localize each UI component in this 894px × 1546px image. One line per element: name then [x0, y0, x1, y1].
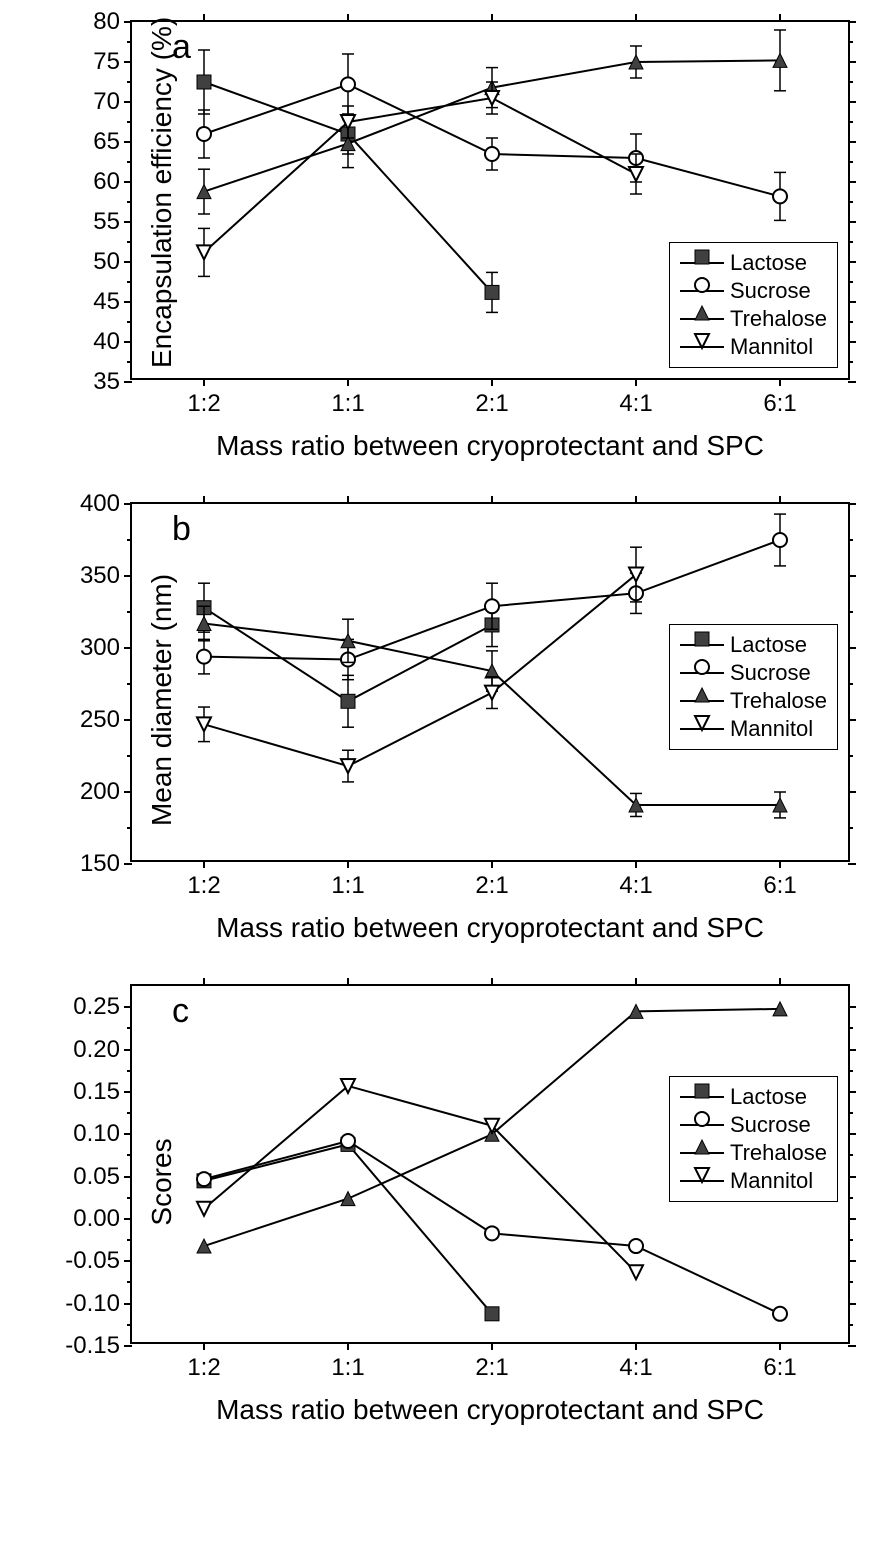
y-tick-label: 65 [93, 128, 120, 156]
legend-label: Lactose [730, 632, 807, 658]
legend-item: Mannitol [680, 333, 827, 361]
legend-item: Lactose [680, 1083, 827, 1111]
legend-item: Mannitol [680, 715, 827, 743]
y-tick-label: 0.20 [73, 1036, 120, 1064]
y-tick-label: 45 [93, 288, 120, 316]
plot-area: Mean diameter (nm)b1502002503003504001:2… [130, 502, 850, 862]
legend-label: Mannitol [730, 1168, 813, 1194]
x-tick-label: 2:1 [475, 390, 508, 418]
y-tick-label: 200 [80, 778, 120, 806]
x-tick-label: 1:1 [331, 1354, 364, 1382]
panel-a: Encapsulation efficiency (%)a35404550556… [20, 20, 874, 462]
x-axis-label: Mass ratio between cryoprotectant and SP… [130, 430, 850, 462]
y-tick-label: 0.05 [73, 1163, 120, 1191]
x-tick-label: 1:1 [331, 390, 364, 418]
y-tick-label: 40 [93, 328, 120, 356]
x-tick-label: 6:1 [763, 390, 796, 418]
x-tick-label: 6:1 [763, 1354, 796, 1382]
x-tick-label: 4:1 [619, 390, 652, 418]
legend-label: Trehalose [730, 1140, 827, 1166]
y-tick-label: 150 [80, 850, 120, 878]
y-tick-label: -0.15 [65, 1332, 120, 1360]
legend-item: Sucrose [680, 1111, 827, 1139]
y-tick-label: 60 [93, 168, 120, 196]
x-tick-label: 6:1 [763, 872, 796, 900]
figure: Encapsulation efficiency (%)a35404550556… [20, 20, 874, 1426]
legend-item: Trehalose [680, 687, 827, 715]
y-tick-label: 300 [80, 634, 120, 662]
circle-open-icon [680, 290, 724, 292]
legend-item: Lactose [680, 249, 827, 277]
x-tick-label: 1:2 [187, 1354, 220, 1382]
y-tick-label: 80 [93, 8, 120, 36]
panel-b: Mean diameter (nm)b1502002503003504001:2… [20, 502, 874, 944]
x-axis-label: Mass ratio between cryoprotectant and SP… [130, 1394, 850, 1426]
y-tick-label: 0.15 [73, 1078, 120, 1106]
legend-item: Sucrose [680, 277, 827, 305]
y-tick-label: 350 [80, 562, 120, 590]
legend-label: Lactose [730, 250, 807, 276]
y-tick-label: 0.00 [73, 1205, 120, 1233]
legend-item: Mannitol [680, 1167, 827, 1195]
x-tick-label: 1:2 [187, 872, 220, 900]
y-tick-label: 55 [93, 208, 120, 236]
legend-label: Trehalose [730, 306, 827, 332]
triangle-down-open-icon [680, 1180, 724, 1182]
legend: LactoseSucroseTrehaloseMannitol [669, 624, 838, 750]
legend-label: Mannitol [730, 716, 813, 742]
panel-c: Scoresc-0.15-0.10-0.050.000.050.100.150.… [20, 984, 874, 1426]
legend: LactoseSucroseTrehaloseMannitol [669, 1076, 838, 1202]
y-tick-label: 35 [93, 368, 120, 396]
square-filled-icon [680, 1096, 724, 1098]
plot-area: Encapsulation efficiency (%)a35404550556… [130, 20, 850, 380]
x-tick-label: 2:1 [475, 1354, 508, 1382]
legend-label: Sucrose [730, 278, 811, 304]
x-tick-label: 2:1 [475, 872, 508, 900]
y-tick-label: 50 [93, 248, 120, 276]
y-tick-label: 250 [80, 706, 120, 734]
circle-open-icon [680, 672, 724, 674]
legend-label: Sucrose [730, 1112, 811, 1138]
circle-open-icon [680, 1124, 724, 1126]
triangle-up-filled-icon [680, 1152, 724, 1154]
triangle-up-filled-icon [680, 318, 724, 320]
plot-area: Scoresc-0.15-0.10-0.050.000.050.100.150.… [130, 984, 850, 1344]
legend-label: Trehalose [730, 688, 827, 714]
y-tick-label: 75 [93, 48, 120, 76]
y-tick-label: 0.10 [73, 1120, 120, 1148]
legend-label: Mannitol [730, 334, 813, 360]
triangle-down-open-icon [680, 728, 724, 730]
x-axis-label: Mass ratio between cryoprotectant and SP… [130, 912, 850, 944]
legend: LactoseSucroseTrehaloseMannitol [669, 242, 838, 368]
legend-item: Trehalose [680, 305, 827, 333]
triangle-down-open-icon [680, 346, 724, 348]
y-tick-label: 400 [80, 490, 120, 518]
square-filled-icon [680, 262, 724, 264]
y-tick-label: 0.25 [73, 993, 120, 1021]
legend-item: Trehalose [680, 1139, 827, 1167]
y-tick-label: -0.10 [65, 1290, 120, 1318]
y-tick-label: -0.05 [65, 1247, 120, 1275]
legend-item: Sucrose [680, 659, 827, 687]
x-tick-label: 4:1 [619, 1354, 652, 1382]
x-tick-label: 1:1 [331, 872, 364, 900]
x-tick-label: 4:1 [619, 872, 652, 900]
legend-label: Lactose [730, 1084, 807, 1110]
legend-item: Lactose [680, 631, 827, 659]
y-tick-label: 70 [93, 88, 120, 116]
triangle-up-filled-icon [680, 700, 724, 702]
legend-label: Sucrose [730, 660, 811, 686]
square-filled-icon [680, 644, 724, 646]
x-tick-label: 1:2 [187, 390, 220, 418]
